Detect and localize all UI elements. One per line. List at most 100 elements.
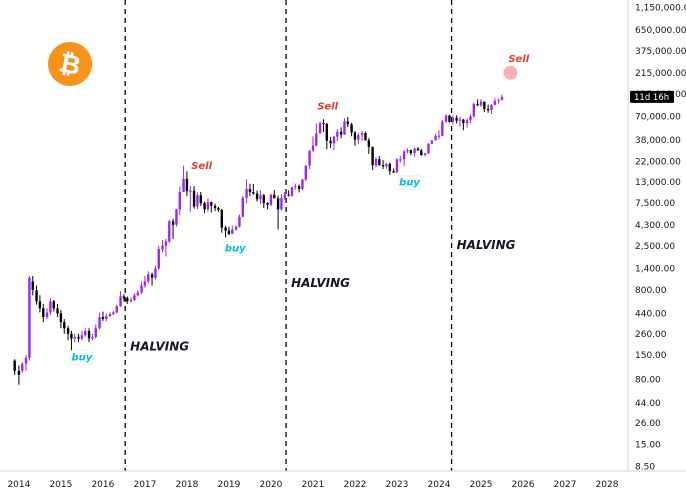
y-tick-label: 70,000.00 xyxy=(635,112,681,122)
candle-body xyxy=(339,131,343,135)
candle-body xyxy=(143,281,147,286)
candle-body xyxy=(227,230,231,234)
candle-body xyxy=(17,370,21,375)
candle-body xyxy=(94,328,97,337)
candle-body xyxy=(84,330,87,336)
y-tick-label: 22,000.00 xyxy=(635,157,681,167)
y-tick-label: 38,000.00 xyxy=(635,136,681,146)
candle-body xyxy=(164,241,168,246)
y-tick-label: 375,000.00 xyxy=(635,47,686,57)
candle-body xyxy=(192,190,196,207)
candle-body xyxy=(63,322,66,329)
candle-body xyxy=(420,150,423,156)
candle-body xyxy=(497,99,500,101)
candle-body xyxy=(98,317,101,329)
candle-body xyxy=(413,148,416,154)
candle-body xyxy=(329,140,332,144)
x-tick-label: 2028 xyxy=(596,480,619,490)
x-tick-label: 2018 xyxy=(175,480,198,490)
candle-body xyxy=(234,226,238,230)
candle-body xyxy=(360,133,364,136)
candle-body xyxy=(332,136,336,144)
y-tick-label: 1,400.00 xyxy=(635,264,675,274)
candle-body xyxy=(248,188,252,192)
candle-body xyxy=(290,187,294,196)
candle-body xyxy=(210,202,213,206)
halving-label-bg xyxy=(128,339,185,355)
candle-body xyxy=(203,203,206,210)
candle-body xyxy=(276,198,280,210)
x-tick-label: 2020 xyxy=(259,480,282,490)
candle-body xyxy=(486,109,490,111)
x-tick-label: 2017 xyxy=(133,480,156,490)
candle-body xyxy=(213,205,217,209)
candle-body xyxy=(385,164,388,167)
candle-body xyxy=(56,308,59,314)
candle-body xyxy=(185,178,189,192)
x-tick-label: 2024 xyxy=(428,480,451,490)
candle-body xyxy=(350,124,353,133)
y-tick-label: 150.00 xyxy=(635,351,667,361)
halving-label: HALVING xyxy=(291,276,350,290)
y-tick-label: 80.00 xyxy=(635,376,661,386)
candle-body xyxy=(392,170,395,173)
candle-body xyxy=(122,296,126,299)
buy-label-bg xyxy=(70,350,94,365)
candle-body xyxy=(493,100,497,105)
candle-body xyxy=(168,221,171,242)
candle-body xyxy=(119,296,122,307)
x-tick-label: 2022 xyxy=(344,480,367,490)
candle-body xyxy=(157,249,160,269)
candle-body xyxy=(49,301,52,313)
candle-body xyxy=(73,336,76,339)
candle-body xyxy=(199,195,202,204)
candle-body xyxy=(311,145,315,151)
y-tick-label: 260.00 xyxy=(635,330,667,340)
candle-body xyxy=(189,190,192,192)
candle-body xyxy=(378,159,381,166)
candle-body xyxy=(80,335,84,339)
x-tick-label: 2019 xyxy=(217,480,240,490)
candle-body xyxy=(430,140,434,144)
candle-body xyxy=(353,132,357,140)
candle-body xyxy=(441,121,444,136)
candle-body xyxy=(105,316,108,320)
x-tick-label: 2016 xyxy=(91,480,114,490)
candle-body xyxy=(241,197,244,217)
candle-body xyxy=(150,274,154,278)
buy-label: buy xyxy=(225,244,246,255)
candle-body xyxy=(357,135,360,140)
y-axis-background xyxy=(628,0,686,499)
candle-body xyxy=(24,357,28,364)
halving-label: HALVING xyxy=(457,238,516,252)
candle-body xyxy=(161,245,164,250)
countdown-label: 11d 16h xyxy=(634,93,669,103)
bitcoin-logo-icon: ₿ xyxy=(48,42,92,86)
x-axis-background xyxy=(0,471,686,499)
candle-body xyxy=(115,306,118,313)
projection-point xyxy=(503,65,518,80)
x-tick-label: 2015 xyxy=(49,480,72,490)
candle-body xyxy=(287,194,290,196)
candle-body xyxy=(462,119,465,124)
y-tick-label: 26.00 xyxy=(635,419,661,429)
countdown-badge xyxy=(630,90,674,103)
candle-body xyxy=(45,312,49,318)
candle-body xyxy=(427,143,430,154)
x-tick-label: 2014 xyxy=(7,480,30,490)
candle-body xyxy=(35,290,38,302)
y-tick-label: 650,000.00 xyxy=(635,26,686,36)
x-axis: 2014 2015 2016 2017 2018 2019 2020 2021 2022 2023… xyxy=(0,470,686,499)
candle-body xyxy=(434,135,437,141)
candle-body xyxy=(437,135,441,137)
candle-body xyxy=(140,285,143,293)
x-tick-label: 2021 xyxy=(301,480,324,490)
y-tick-label: 1,150,000.00 xyxy=(635,4,686,14)
buy-label: buy xyxy=(399,178,420,189)
candle-body xyxy=(301,179,304,189)
candle-body xyxy=(224,227,227,231)
candle-body xyxy=(269,194,273,205)
candle-body xyxy=(42,308,45,318)
candle-body xyxy=(154,268,157,278)
candle-body xyxy=(423,153,427,156)
